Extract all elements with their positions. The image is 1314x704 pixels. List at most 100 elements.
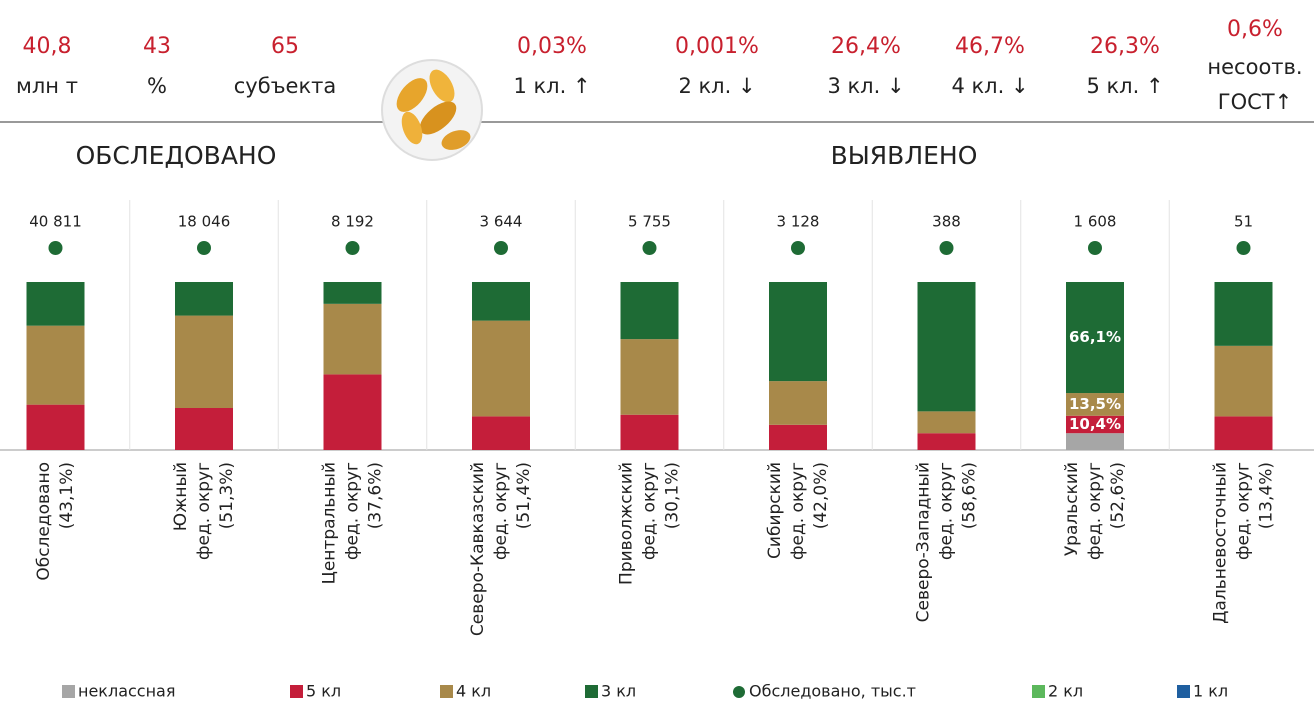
x-tick-label: фед. округ: [788, 462, 808, 560]
x-tick-label: фед. округ: [1085, 462, 1105, 560]
bar-segment: [769, 282, 827, 381]
x-tick-label: Приволжский: [617, 462, 637, 585]
bar-segment: [472, 321, 530, 417]
dot-marker: [197, 241, 211, 255]
data-label: 51: [1234, 213, 1253, 231]
x-tick-label: (30,1%): [663, 462, 683, 529]
stat-caption: 1 кл. ↑: [513, 74, 590, 98]
stat-caption: 4 кл. ↓: [951, 74, 1028, 98]
chart: ОБСЛЕДОВАНО ВЫЯВЛЕНО 40,8млн т43%65субъе…: [0, 0, 1314, 704]
section-title: ВЫЯВЛЕНО: [831, 141, 978, 170]
legend-marker: [1177, 685, 1190, 698]
bar-segment: [769, 425, 827, 450]
stat-figure: 65: [271, 34, 299, 59]
stat-figure: 0,6%: [1227, 17, 1283, 42]
bar-segment: [918, 411, 976, 433]
stat-figure: 0,001%: [675, 34, 759, 59]
bar-segment: [621, 339, 679, 415]
legend-marker: [1032, 685, 1045, 698]
x-tick-label: (42,0%): [811, 462, 831, 529]
dot-marker: [791, 241, 805, 255]
legend-label: Обследовано, тыс.т: [749, 682, 916, 701]
x-tick-label: (43,1%): [57, 462, 77, 529]
x-tick-label: (52,6%): [1108, 462, 1128, 529]
bar-segment: [324, 304, 382, 375]
data-label: 5 755: [628, 213, 671, 231]
bar-segment: [27, 405, 85, 450]
stat-caption: 2 кл. ↓: [678, 74, 755, 98]
bar-segment: [621, 282, 679, 339]
legend-label: 2 кл: [1048, 682, 1083, 701]
stat-figure: 40,8: [23, 34, 72, 59]
x-tick-label: (58,6%): [960, 462, 980, 529]
bar-segment: [175, 408, 233, 450]
dot-marker: [1088, 241, 1102, 255]
legend-label: 4 кл: [456, 682, 491, 701]
bar-segment: [324, 374, 382, 450]
stat-figure: 46,7%: [955, 34, 1025, 59]
data-label: 13,5%: [1069, 395, 1121, 413]
data-label: 1 608: [1074, 213, 1117, 231]
legend-label: 1 кл: [1193, 682, 1228, 701]
stat-caption: 3 кл. ↓: [827, 74, 904, 98]
data-label: 18 046: [178, 213, 231, 231]
x-tick-label: фед. округ: [937, 462, 957, 560]
legend-marker: [733, 686, 745, 698]
legend-marker: [440, 685, 453, 698]
bar-segment: [27, 282, 85, 326]
x-tick-label: Уральский: [1062, 462, 1082, 556]
bar-segment: [324, 282, 382, 304]
stat-caption: млн т: [16, 74, 78, 98]
legend-label: неклассная: [78, 682, 175, 701]
x-tick-label: (51,3%): [217, 462, 237, 529]
bar-segment: [1066, 433, 1124, 450]
stat-figure: 26,4%: [831, 34, 901, 59]
legend-label: 5 кл: [306, 682, 341, 701]
dot-marker: [494, 241, 508, 255]
stat-caption: 5 кл. ↑: [1086, 74, 1163, 98]
section-title: ОБСЛЕДОВАНО: [76, 141, 277, 170]
x-tick-label: Центральный: [320, 462, 340, 584]
data-label: 10,4%: [1069, 415, 1121, 433]
dot-marker: [346, 241, 360, 255]
x-tick-label: Северо-Кавказский: [468, 462, 488, 636]
x-tick-label: Северо-Западный: [914, 462, 934, 622]
x-tick-label: фед. округ: [1234, 462, 1254, 560]
x-tick-label: фед. округ: [491, 462, 511, 560]
legend-label: 3 кл: [601, 682, 636, 701]
x-tick-label: фед. округ: [194, 462, 214, 560]
stat-figure: 43: [143, 34, 171, 59]
stat-figure: 26,3%: [1090, 34, 1160, 59]
x-tick-label: фед. округ: [640, 462, 660, 560]
dot-marker: [1237, 241, 1251, 255]
dot-marker: [643, 241, 657, 255]
stat-caption: несоотв.: [1207, 55, 1302, 79]
bar-segment: [769, 381, 827, 425]
x-tick-label: Южный: [171, 462, 191, 531]
data-label: 8 192: [331, 213, 374, 231]
legend-marker: [585, 685, 598, 698]
data-label: 388: [932, 213, 961, 231]
x-tick-label: (37,6%): [366, 462, 386, 529]
legend-marker: [290, 685, 303, 698]
bar-segment: [1215, 282, 1273, 346]
data-label: 3 128: [777, 213, 820, 231]
bar-segment: [918, 433, 976, 450]
data-label: 66,1%: [1069, 328, 1121, 346]
bar-segment: [27, 326, 85, 405]
stat-caption: ГОСТ↑: [1218, 90, 1292, 114]
stat-figure: 0,03%: [517, 34, 587, 59]
x-tick-label: (51,4%): [514, 462, 534, 529]
bar-segment: [472, 416, 530, 450]
bar-segment: [1215, 346, 1273, 417]
x-tick-label: (13,4%): [1257, 462, 1277, 529]
x-tick-label: Дальневосточный: [1211, 462, 1231, 624]
x-tick-label: фед. округ: [343, 462, 363, 560]
bar-segment: [621, 415, 679, 450]
bar-segment: [175, 282, 233, 316]
stat-caption: %: [147, 74, 167, 98]
x-tick-label: Обследовано: [34, 462, 54, 581]
data-label: 40 811: [29, 213, 82, 231]
dot-marker: [940, 241, 954, 255]
dot-marker: [49, 241, 63, 255]
